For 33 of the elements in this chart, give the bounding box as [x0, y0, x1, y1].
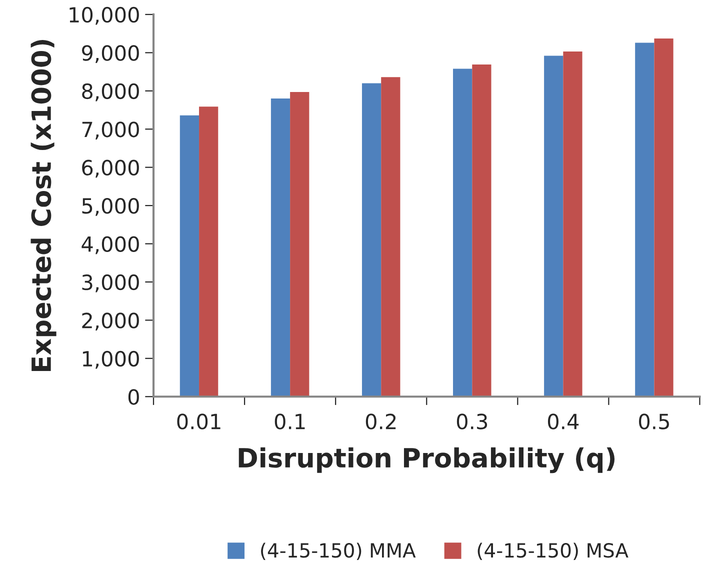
bar	[180, 115, 200, 397]
legend-label: (4-15-150) MSA	[478, 542, 628, 560]
bar	[544, 56, 564, 397]
y-tick-label: 2,000	[82, 312, 139, 331]
y-tick-label: 9,000	[82, 45, 139, 64]
legend-label: (4-15-150) MMA	[261, 542, 416, 560]
bar	[472, 64, 492, 397]
y-tick-label: 1,000	[82, 350, 139, 369]
y-tick-label: 5,000	[82, 198, 139, 216]
y-tick-label: 7,000	[82, 122, 139, 140]
bar	[381, 77, 400, 397]
bar	[362, 83, 382, 397]
y-tick-label: 0	[128, 389, 139, 405]
x-tick-label: 0.4	[548, 414, 579, 430]
y-tick-label: 10,000	[70, 6, 139, 25]
y-tick-label: 3,000	[82, 274, 139, 292]
y-axis-title: Expected Cost (x1000)	[30, 40, 56, 371]
bar	[563, 52, 582, 397]
x-tick-label: 0.01	[177, 414, 220, 430]
bar	[290, 92, 310, 397]
y-tick-label: 6,000	[82, 160, 139, 178]
x-axis-title: Disruption Probability (q)	[238, 447, 615, 474]
bar	[199, 106, 218, 397]
x-tick-label: 0.1	[274, 414, 305, 430]
y-tick-label: 8,000	[82, 83, 139, 102]
bar	[635, 42, 654, 397]
x-tick-label: 0.2	[366, 414, 396, 430]
x-tick-label: 0.5	[639, 414, 669, 430]
bar	[654, 38, 674, 397]
y-tick-label: 4,000	[82, 236, 139, 254]
bar	[453, 68, 472, 397]
x-tick-label: 0.3	[456, 414, 488, 430]
bar	[270, 98, 290, 397]
